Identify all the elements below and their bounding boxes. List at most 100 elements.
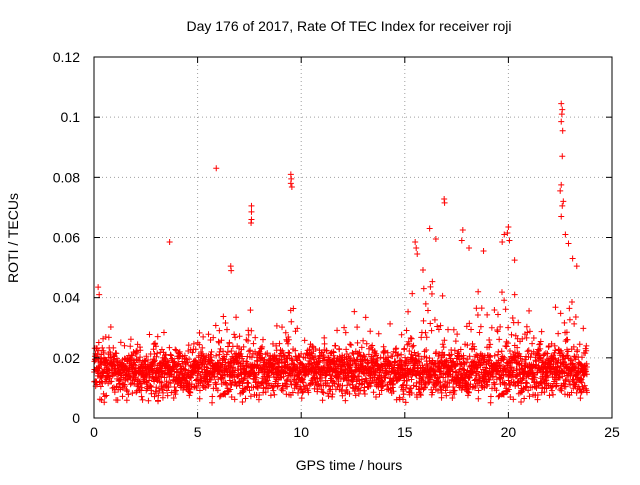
data-point [548,368,555,375]
data-point [342,329,349,336]
data-point [566,316,573,323]
data-point [245,348,252,355]
data-point [562,383,569,390]
data-point [519,335,526,342]
data-point [551,349,558,356]
x-tick-label: 15 [397,424,413,440]
data-point [129,352,136,359]
data-point [501,231,508,238]
data-point [488,324,495,331]
data-point [410,382,417,389]
data-point [208,357,215,364]
data-point [220,313,227,320]
data-point [213,381,220,388]
data-point [151,358,158,365]
data-point [323,347,330,354]
data-point [565,378,572,385]
data-point [196,395,203,402]
data-point [497,323,504,330]
data-point [300,379,307,386]
data-point [566,305,573,312]
data-point [247,347,254,354]
data-point [133,348,140,355]
data-point [544,350,551,357]
data-point [287,378,294,385]
data-point [550,391,557,398]
data-point [411,349,418,356]
data-point [185,382,192,389]
data-point [558,100,565,107]
data-point [504,340,511,347]
data-point [151,357,158,364]
data-point [336,346,343,353]
data-point [568,357,575,364]
data-point [389,381,396,388]
data-point [245,337,252,344]
data-point [246,387,253,394]
data-point [156,387,163,394]
data-point [223,381,230,388]
data-point [216,368,223,375]
data-point [119,393,126,400]
data-point [110,344,117,351]
data-point [524,380,531,387]
data-point [572,381,579,388]
data-point [223,351,230,358]
data-point [476,329,483,336]
data-point [305,389,312,396]
data-point [271,391,278,398]
data-point [205,381,212,388]
data-point [234,373,241,380]
data-point [245,380,252,387]
data-point [163,387,170,394]
data-point [465,389,472,396]
data-point [552,304,559,311]
data-point [298,395,305,402]
data-point [224,348,231,355]
data-point [408,335,415,342]
data-point [318,374,325,381]
data-point [344,382,351,389]
data-point [145,397,152,404]
data-point [509,315,516,322]
data-point [429,278,436,285]
data-point [481,352,488,359]
data-point [405,340,412,347]
data-point [457,346,464,353]
data-point [301,372,308,379]
data-point [402,399,409,406]
data-point [474,312,481,319]
data-point [441,199,448,206]
data-point [227,386,234,393]
data-point [418,356,425,363]
x-tick-label: 5 [194,424,202,440]
data-point [506,347,513,354]
data-point [94,351,101,358]
data-point [160,389,167,396]
data-point [548,340,555,347]
data-point [273,322,280,329]
data-point [406,347,413,354]
data-point [494,311,501,318]
data-point [558,111,565,118]
data-point [429,389,436,396]
data-point [420,373,427,380]
data-point [148,390,155,397]
data-point [419,266,426,273]
data-point [487,341,494,348]
data-point [92,356,99,363]
data-point [205,331,212,338]
data-point [563,329,570,336]
data-point [133,356,140,363]
axes [93,56,613,419]
x-tick-label: 10 [293,424,309,440]
data-point [580,325,587,332]
data-point [293,366,300,373]
data-point [564,352,571,359]
data-point [422,383,429,390]
data-point [182,355,189,362]
data-point [138,387,145,394]
data-point [578,379,585,386]
data-point [107,324,114,331]
data-point [318,386,325,393]
